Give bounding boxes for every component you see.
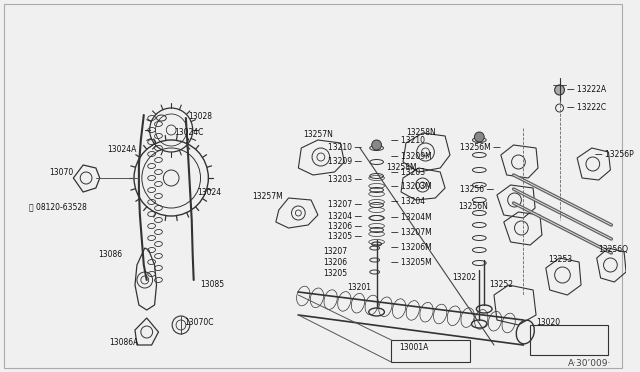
Text: 13205 —: 13205 — xyxy=(328,232,362,241)
Text: 13202: 13202 xyxy=(452,273,476,282)
Text: — 13222C: — 13222C xyxy=(567,103,607,112)
Text: — 13205M: — 13205M xyxy=(391,258,432,267)
Text: — 13204M: — 13204M xyxy=(391,213,432,222)
Text: 13203 —: 13203 — xyxy=(328,175,362,184)
Text: A·30’009·: A·30’009· xyxy=(568,359,611,368)
Text: — 13203M: — 13203M xyxy=(391,182,432,191)
Text: 13201: 13201 xyxy=(348,283,371,292)
Text: 13257M: 13257M xyxy=(252,192,283,201)
Text: — 13210: — 13210 xyxy=(391,136,426,145)
Text: 13024C: 13024C xyxy=(174,128,204,137)
Text: 13024: 13024 xyxy=(198,188,221,197)
Text: 13256M —: 13256M — xyxy=(460,143,500,152)
Text: — 13222A: — 13222A xyxy=(567,85,607,94)
Text: 13086: 13086 xyxy=(98,250,122,259)
Text: 13210 —: 13210 — xyxy=(328,143,362,152)
Text: 13204 —: 13204 — xyxy=(328,212,362,221)
Text: 13070: 13070 xyxy=(49,168,73,177)
Circle shape xyxy=(474,132,484,142)
Text: 13209 —: 13209 — xyxy=(328,157,362,166)
Text: 13256 —: 13256 — xyxy=(460,185,494,194)
Text: 13207: 13207 xyxy=(323,247,347,256)
Text: 13258N: 13258N xyxy=(406,128,436,137)
Text: 13256N: 13256N xyxy=(458,202,488,211)
Text: 13258M: 13258M xyxy=(387,163,417,172)
Text: 13253: 13253 xyxy=(548,255,572,264)
Text: 13257N: 13257N xyxy=(303,130,333,139)
Text: 13085: 13085 xyxy=(200,280,225,289)
Text: — 13207M: — 13207M xyxy=(391,228,432,237)
Text: 13070C: 13070C xyxy=(184,318,213,327)
Text: 13028: 13028 xyxy=(188,112,212,121)
Circle shape xyxy=(555,85,564,95)
Text: 13252: 13252 xyxy=(489,280,513,289)
Text: 13207 —: 13207 — xyxy=(328,200,362,209)
Text: — 13203: — 13203 xyxy=(391,168,426,177)
Text: 13020: 13020 xyxy=(536,318,560,327)
Text: 13001A: 13001A xyxy=(399,343,429,352)
Text: 13206: 13206 xyxy=(323,258,347,267)
Text: — 13256P: — 13256P xyxy=(595,150,634,159)
Text: — 13209M: — 13209M xyxy=(391,152,432,161)
Text: — 13206M: — 13206M xyxy=(391,243,432,252)
Text: — 13204: — 13204 xyxy=(391,197,426,206)
Circle shape xyxy=(372,140,381,150)
Text: 13206 —: 13206 — xyxy=(328,222,362,231)
Text: 13256Q: 13256Q xyxy=(598,245,628,254)
Text: 13024A: 13024A xyxy=(108,145,137,154)
Text: Ⓑ 08120-63528: Ⓑ 08120-63528 xyxy=(29,202,87,211)
Text: 13205: 13205 xyxy=(323,269,347,278)
Text: 13086A: 13086A xyxy=(109,338,139,347)
